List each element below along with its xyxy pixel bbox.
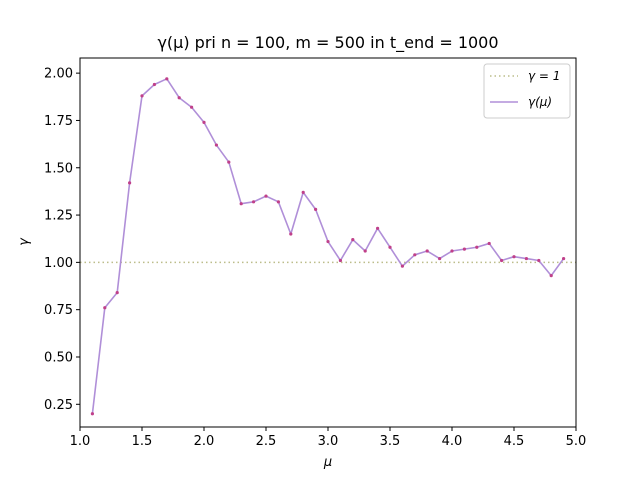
y-axis: 0.25 0.50 0.75 1.00 1.25 1.50 1.75 2.00 xyxy=(44,67,80,413)
x-tick-label: 1.0 xyxy=(70,434,91,449)
data-point xyxy=(90,412,94,416)
data-point xyxy=(462,247,466,251)
data-point xyxy=(475,245,479,249)
data-point xyxy=(500,258,504,263)
y-axis-label: γ xyxy=(17,237,32,246)
y-tick-label: 0.75 xyxy=(44,303,73,318)
data-point xyxy=(413,253,417,257)
data-point xyxy=(301,190,305,194)
data-point xyxy=(363,249,367,253)
data-point xyxy=(524,256,529,261)
data-point xyxy=(128,181,132,185)
y-tick-label: 2.00 xyxy=(44,67,73,82)
data-point xyxy=(549,274,553,278)
x-tick-label: 2.0 xyxy=(194,434,215,449)
data-point xyxy=(314,207,318,211)
data-point xyxy=(165,77,169,81)
data-point xyxy=(388,245,392,249)
data-point xyxy=(227,160,231,164)
data-point xyxy=(289,232,293,236)
legend: γ = 1 γ(μ) xyxy=(483,63,571,119)
data-point xyxy=(140,94,144,98)
y-tick-label: 0.50 xyxy=(44,350,73,365)
x-axis-label: μ xyxy=(323,455,332,470)
chart-title: γ(μ) pri n = 100, m = 500 in t_end = 100… xyxy=(157,33,498,53)
data-point xyxy=(438,256,442,261)
plot-area xyxy=(80,77,576,416)
data-point xyxy=(152,82,156,87)
y-tick-label: 1.50 xyxy=(44,161,73,176)
x-tick-label: 3.0 xyxy=(318,434,339,449)
data-point xyxy=(202,120,206,124)
data-point xyxy=(264,194,268,198)
data-point xyxy=(177,96,181,100)
data-point xyxy=(562,256,566,261)
legend-reference-label: γ = 1 xyxy=(528,69,560,83)
y-tick-label: 1.00 xyxy=(44,256,73,271)
x-tick-label: 2.5 xyxy=(256,434,277,449)
x-tick-label: 1.5 xyxy=(132,434,153,449)
data-point xyxy=(425,249,429,253)
x-tick-label: 5.0 xyxy=(566,434,587,449)
data-point xyxy=(338,258,342,263)
data-point xyxy=(214,143,218,147)
data-point xyxy=(351,238,355,242)
data-point xyxy=(400,264,404,268)
y-tick-label: 1.75 xyxy=(44,114,73,129)
data-point xyxy=(190,105,194,109)
data-point xyxy=(326,239,330,244)
data-point xyxy=(276,200,280,204)
data-point xyxy=(239,202,243,206)
legend-box xyxy=(483,63,571,119)
data-point xyxy=(252,200,256,204)
data-point xyxy=(512,255,516,259)
y-tick-label: 0.25 xyxy=(44,398,73,413)
x-tick-label: 4.5 xyxy=(504,434,525,449)
data-point xyxy=(103,306,107,310)
data-point xyxy=(376,226,380,230)
data-point xyxy=(537,258,541,263)
x-axis: 1.0 1.5 2.0 2.5 3.0 3.5 4.0 4.5 5.0 xyxy=(70,427,587,449)
data-point xyxy=(487,241,491,246)
data-point xyxy=(450,249,454,253)
data-point xyxy=(115,291,119,295)
x-tick-label: 3.5 xyxy=(380,434,401,449)
y-tick-label: 1.25 xyxy=(44,209,73,224)
legend-series-label: γ(μ) xyxy=(528,95,552,109)
x-tick-label: 4.0 xyxy=(442,434,463,449)
